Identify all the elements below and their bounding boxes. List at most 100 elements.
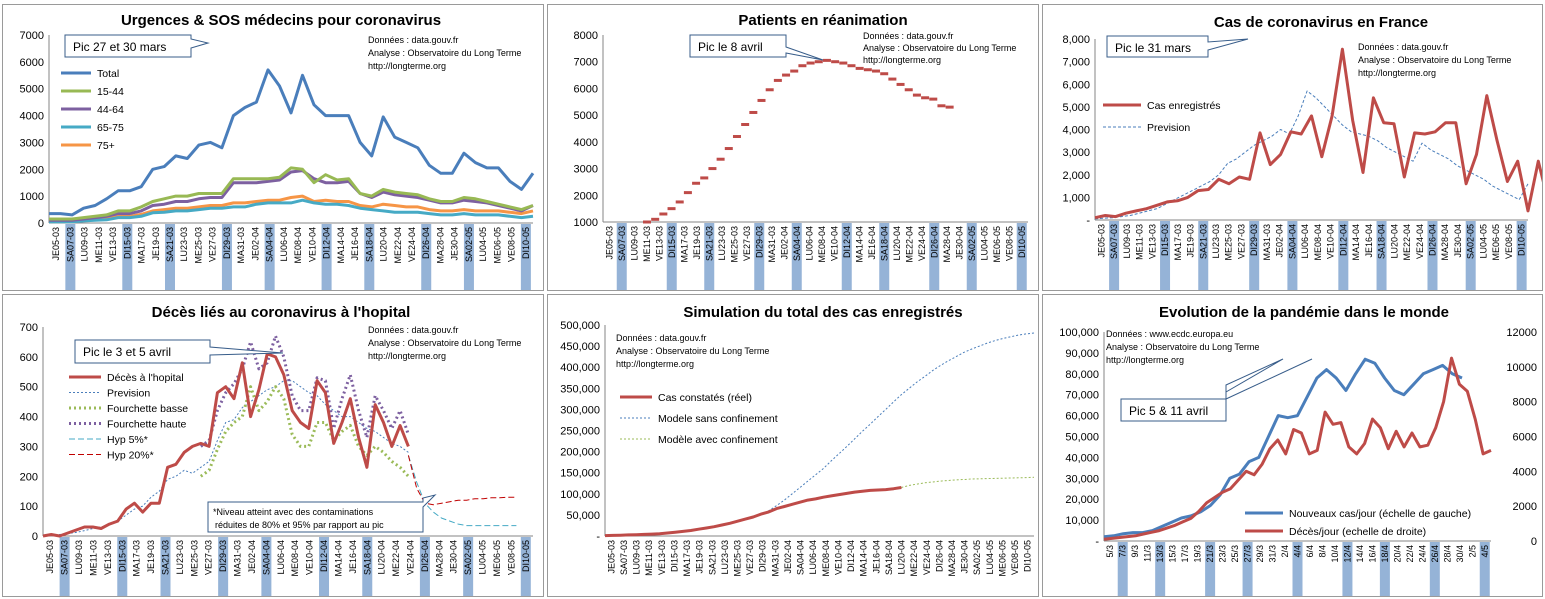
- series-line-deces: [42, 352, 410, 538]
- x-tick-label: ME08-04: [821, 540, 831, 577]
- weekend-band: [319, 537, 330, 596]
- x-tick-label: VE08-05: [507, 227, 517, 262]
- weekend-band: [419, 537, 430, 596]
- x-tick-label: DI15-03: [669, 540, 679, 572]
- y-axis-right: 0 2000 4000 6000 8000 10000 12000: [1506, 327, 1537, 548]
- source-line-3: http://longterme.org: [863, 55, 941, 65]
- x-tick-label: SA18-04: [879, 226, 889, 261]
- x-tick-label: VE27-03: [204, 540, 214, 575]
- weekend-band: [1342, 542, 1353, 596]
- chart-panel-monde: Evolution de la pandémie dans le monde -…: [1042, 294, 1543, 597]
- x-tick-label: LU06-04: [808, 540, 818, 575]
- x-tick-label: ME08-04: [293, 227, 303, 264]
- y-tick-label: 30,000: [1065, 473, 1099, 485]
- y-tick-label: 40,000: [1065, 452, 1099, 464]
- legend: Cas enregistrés Prevision: [1103, 100, 1221, 134]
- x-tick-label: SA21-03: [161, 540, 171, 575]
- weekend-band: [1427, 221, 1438, 290]
- legend-label: Hyp 20%*: [107, 450, 154, 462]
- x-tick-label: JE16-04: [350, 227, 360, 261]
- x-tick-label: 9/3: [1130, 545, 1140, 558]
- weekend-band: [321, 224, 332, 290]
- x-axis: JE05-03 SA07-03 LU09-03 ME11-03 VE13-03 DI15-…: [605, 535, 1034, 577]
- source-line-3: http://longterme.org: [616, 359, 694, 369]
- weekend-band: [666, 223, 677, 290]
- x-tick-label: LU23-03: [179, 227, 189, 262]
- y-tick-label: 6,000: [1062, 79, 1090, 91]
- x-tick-label: LU20-04: [377, 540, 387, 575]
- y-tick-label: 8000: [574, 30, 598, 42]
- legend-label: Décès/jour (echelle de droite): [1289, 526, 1426, 538]
- callout: Pic le 8 avril: [689, 34, 824, 61]
- y-tick-label: 300: [20, 441, 38, 453]
- weekend-band: [1287, 221, 1298, 290]
- weekend-band: [362, 537, 373, 596]
- x-tick-label: ME25-03: [732, 540, 742, 577]
- weekend-band: [1109, 221, 1120, 290]
- x-tick-label: 6/4: [1305, 545, 1315, 558]
- y-tick-label: 700: [20, 322, 38, 334]
- x-tick-label: ME22-04: [393, 227, 403, 264]
- source-line-2: Analyse : Observatoire du Long Terme: [1358, 55, 1511, 65]
- y-tick-label: 20,000: [1065, 494, 1099, 506]
- x-tick-label: JE19-03: [1186, 224, 1196, 258]
- x-tick-label: VE27-03: [742, 226, 752, 261]
- x-tick-label: VE24-04: [922, 540, 932, 575]
- x-tick-label: DI15-03: [667, 226, 677, 258]
- y-tick-label: -: [596, 531, 600, 543]
- x-tick-label: 25/3: [1230, 545, 1240, 563]
- x-tick-label: SA02-05: [972, 540, 982, 575]
- weekend-band: [1479, 542, 1490, 596]
- x-tick-label: MA14-04: [1351, 224, 1361, 261]
- x-tick-label: LU09-03: [74, 540, 84, 575]
- x-tick-label: LU04-05: [478, 227, 488, 262]
- x-tick-label: LU06-04: [804, 226, 814, 261]
- x-tick-label: 28/4: [1442, 545, 1452, 563]
- callout-text: Pic le 3 et 5 avril: [83, 345, 171, 359]
- x-tick-label: VE08-05: [1004, 226, 1014, 261]
- x-tick-label: 16/4: [1367, 545, 1377, 563]
- source-note: Données : data.gouv.fr Analyse : Observa…: [616, 333, 769, 369]
- weekend-band: [520, 224, 531, 290]
- legend-label: 44-64: [97, 104, 124, 116]
- x-tick-label: MA31-03: [1262, 224, 1272, 261]
- x-tick-label: MA28-04: [947, 540, 957, 577]
- x-tick-label: ME25-03: [189, 540, 199, 577]
- y-tick-label: 100,000: [1059, 327, 1099, 339]
- x-tick-label: ME11-03: [1135, 224, 1145, 260]
- x-tick-label: DI12-04: [842, 226, 852, 258]
- source-line-1: Données : data.gouv.fr: [1358, 42, 1448, 52]
- x-tick-label: SA18-04: [362, 540, 372, 575]
- x-tick-label: SA18-04: [884, 540, 894, 575]
- y-tick-label: 400: [20, 412, 38, 424]
- x-tick-label: JE19-03: [695, 540, 705, 574]
- chart-monde: Evolution de la pandémie dans le monde -…: [1059, 304, 1537, 596]
- y-tick-label: 50,000: [566, 510, 600, 522]
- x-tick-label: ME25-03: [729, 226, 739, 263]
- x-tick-label: MA17-03: [1173, 224, 1183, 261]
- y-tick-label: 100,000: [560, 489, 600, 501]
- x-tick-label: 27/3: [1243, 545, 1253, 563]
- chart-title: Patients en réanimation: [738, 12, 907, 29]
- note-box: *Niveau atteint avec des contaminations …: [207, 494, 437, 533]
- x-tick-label: VE08-05: [1010, 540, 1020, 575]
- x-tick-label: LU20-04: [379, 227, 389, 262]
- legend-label: Modele sans confinement: [658, 413, 778, 425]
- y-tick-label: 500: [20, 382, 38, 394]
- x-tick-label: MA14-04: [854, 226, 864, 263]
- chart-urgences: Urgences & SOS médecins pour coronavirus…: [20, 12, 535, 290]
- x-tick-label: SA18-04: [1377, 224, 1387, 259]
- x-tick-label: JE05-03: [45, 540, 55, 574]
- chart-title: Cas de coronavirus en France: [1214, 14, 1428, 31]
- x-tick-label: DI10-05: [521, 227, 531, 259]
- legend-label: Cas enregistrés: [1147, 100, 1221, 112]
- weekend-band: [1379, 542, 1390, 596]
- weekend-band: [929, 223, 940, 290]
- y-axis: 1000 2000 3000 4000 5000 6000 7000 8000: [574, 30, 604, 229]
- series-line-0: [49, 68, 535, 217]
- x-axis: JE05-03 SA07-03 LU09-03 ME11-03 VE13-03 DI15-…: [49, 222, 533, 264]
- x-tick-label: JE05-03: [51, 227, 61, 261]
- chart-panel-deces: Décès liés au coronavirus à l'hopital 0 1…: [2, 294, 544, 597]
- source-note: Données : data.gouv.fr Analyse : Observa…: [368, 35, 521, 71]
- x-tick-label: 5/3: [1105, 545, 1115, 558]
